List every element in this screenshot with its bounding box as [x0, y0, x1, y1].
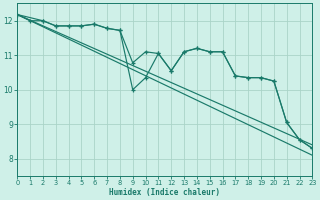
X-axis label: Humidex (Indice chaleur): Humidex (Indice chaleur): [109, 188, 220, 197]
